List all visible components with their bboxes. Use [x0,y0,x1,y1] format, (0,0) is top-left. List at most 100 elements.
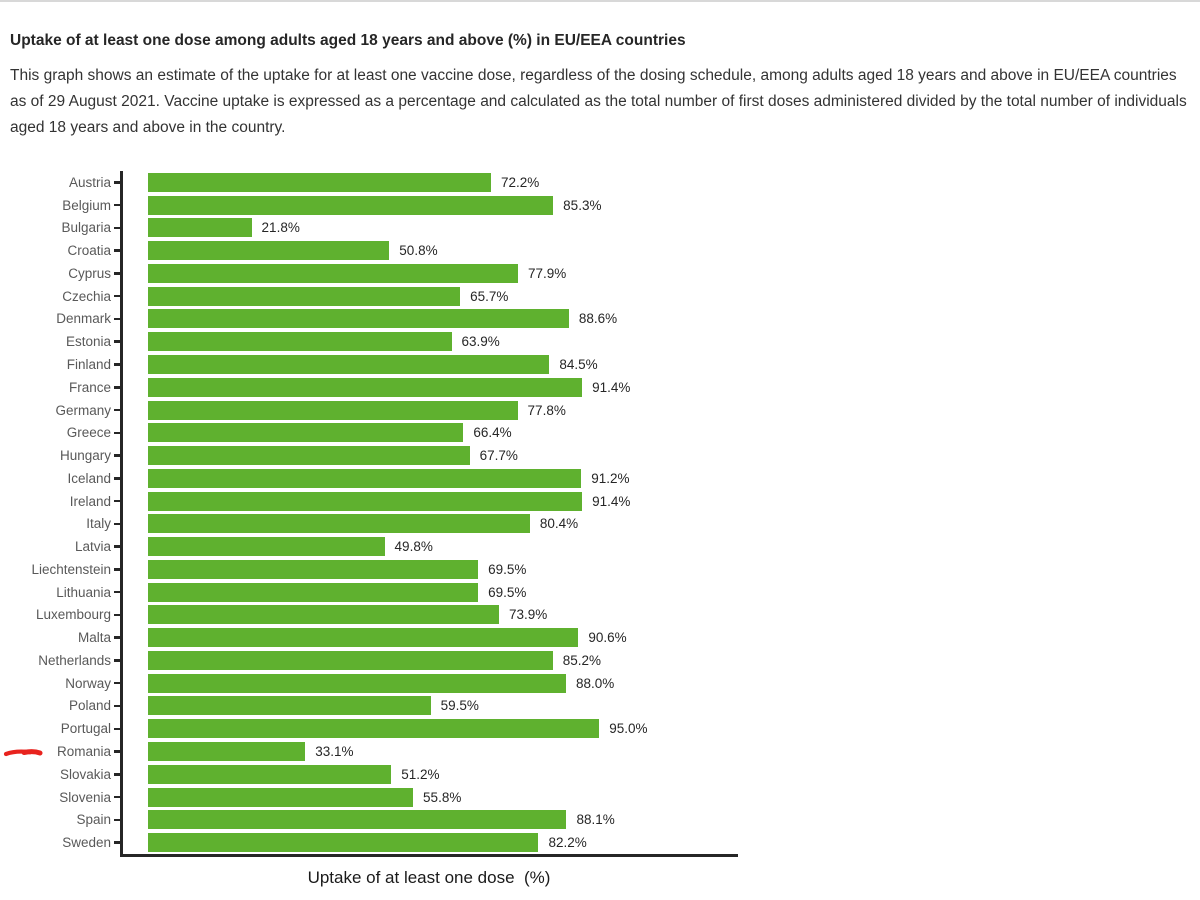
country-label: Poland [68,698,111,714]
value-label: 59.5% [440,698,479,714]
chart-row: Croatia 50.8% [10,239,790,263]
uptake-bar [148,673,566,693]
y-axis-tick [114,841,120,844]
plot-cell: 88.1% [120,808,790,832]
plot-cell: 50.8% [120,239,790,263]
plot-cell: 85.3% [120,193,790,217]
uptake-bar [148,696,431,716]
chart-row: Denmark 88.6% [10,307,790,331]
value-label: 80.4% [539,516,579,532]
value-label: 73.9% [509,607,548,623]
y-axis-tick [114,613,120,617]
y-axis-tick [114,681,120,685]
country-label: Denmark [56,311,111,327]
uptake-bar [148,833,539,853]
country-label: Lithuania [56,584,111,600]
uptake-bar [148,582,479,602]
value-label: 88.6% [578,311,618,327]
value-label: 82.2% [548,835,587,851]
y-axis-tick [114,408,120,412]
value-label: 77.9% [528,265,567,281]
country-label: Bulgaria [61,220,111,236]
country-label: Malta [77,630,111,646]
y-axis-tick [114,226,120,230]
plot-cell: 90.6% [120,626,790,650]
plot-cell: 91.2% [120,466,790,490]
value-label: 67.7% [479,448,518,464]
chart-row: Ireland 91.4% [10,489,790,513]
value-label: 69.5% [488,561,527,577]
chart-row: Norway 88.0% [10,671,790,695]
uptake-bar [148,172,491,192]
plot-cell: 65.7% [120,284,790,308]
value-label: 33.1% [315,744,354,760]
uptake-bar [148,559,479,579]
uptake-bar [148,377,583,397]
country-label: Hungary [59,448,111,464]
plot-cell: 55.8% [120,785,790,809]
value-label: 72.2% [500,174,540,190]
country-label: Romania [56,744,111,760]
y-axis-tick [114,203,120,207]
value-label: 91.4% [592,493,631,509]
romania-highlight-marker [3,748,43,756]
y-axis-tick [114,477,120,480]
uptake-bar [148,719,600,739]
plot-cell: 77.9% [120,262,790,285]
chart-row: Italy 80.4% [10,512,790,536]
country-label: Italy [86,516,111,532]
top-divider [0,0,1200,2]
country-label: Luxembourg [35,607,111,623]
y-axis-tick [114,386,120,389]
plot-cell: 80.4% [120,512,790,536]
plot-cell: 66.4% [120,421,790,445]
uptake-bar [148,355,550,374]
value-label: 66.4% [473,425,512,441]
country-label: Austria [68,174,111,190]
country-label: Czechia [62,288,111,304]
chart-row: Bulgaria 21.8% [10,216,790,240]
value-label: 88.1% [576,812,615,828]
value-label: 55.8% [423,789,462,805]
country-label: Croatia [67,243,111,259]
country-label: Belgium [62,197,111,213]
value-label: 69.5% [488,584,527,600]
plot-cell: 49.8% [120,535,790,559]
y-axis-tick [114,750,120,753]
uptake-bar [148,742,306,762]
plot-cell: 88.0% [120,671,790,695]
country-label: Spain [76,812,111,828]
country-label: Slovakia [59,766,111,782]
y-axis-tick [114,659,120,662]
chart-row: Sweden 82.2% [10,831,790,854]
value-label: 84.5% [559,357,598,372]
plot-cell: 84.5% [120,353,790,376]
chart-row: Portugal 95.0% [10,717,790,741]
chart-row: Finland 84.5% [10,353,790,376]
uptake-bar [148,764,392,784]
chart-row: Poland 59.5% [10,694,790,718]
plot-cell: 69.5% [120,558,790,581]
value-label: 90.6% [588,630,627,646]
x-axis-line [120,853,738,857]
y-axis-tick [114,181,120,184]
y-axis-tick [114,294,120,298]
plot-cell: 33.1% [120,740,790,763]
chart-row: Czechia 65.7% [10,284,790,308]
y-axis-tick [114,363,120,366]
plot-cell: 77.8% [120,398,790,422]
uptake-bar [148,650,553,670]
country-label: Finland [66,357,111,372]
value-label: 51.2% [401,766,440,782]
uptake-bar [148,423,464,443]
country-label: Estonia [65,334,111,350]
uptake-bar [148,332,452,352]
plot-cell: 88.6% [120,307,790,331]
country-label: Cyprus [68,265,111,281]
plot-cell: 59.5% [120,694,790,718]
uptake-bar [148,787,414,807]
uptake-bar [148,468,582,488]
country-label: Liechtenstein [31,561,111,577]
chart-row: Romania 33.1% [3,740,790,763]
y-axis-tick [114,636,120,639]
